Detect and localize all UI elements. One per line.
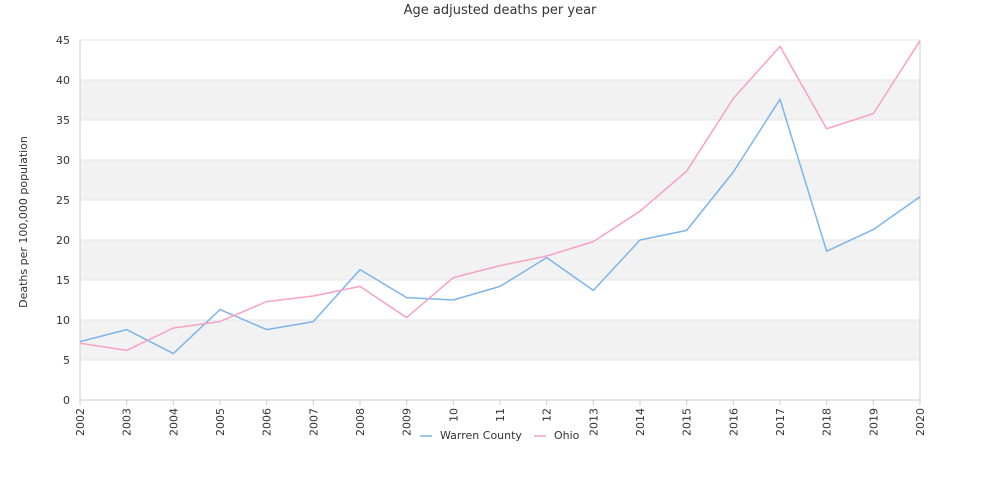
x-tick-label: 2015 [681, 408, 694, 436]
grid-band [80, 320, 920, 360]
y-tick-label: 30 [56, 154, 70, 167]
y-tick-label: 35 [56, 114, 70, 127]
y-tick-label: 5 [63, 354, 70, 367]
legend: Warren County Ohio [420, 429, 580, 442]
x-tick-label: 2003 [121, 408, 134, 436]
series-line-ohio [79, 40, 921, 352]
grid-band [80, 80, 920, 120]
x-tick-label: 2006 [261, 408, 274, 436]
x-tick-label: 2014 [634, 408, 647, 436]
y-tick-labels: 0 5 10 15 20 25 30 35 40 45 [56, 34, 70, 407]
x-tick-label: 2017 [774, 408, 787, 436]
y-tick-label: 25 [56, 194, 70, 207]
x-tick-label: 2018 [821, 408, 834, 436]
grid-band [80, 240, 920, 280]
grid-bands [80, 80, 920, 360]
y-tick-label: 40 [56, 74, 70, 87]
chart-title: Age adjusted deaths per year [403, 3, 597, 18]
x-tick-label: 12 [541, 408, 554, 422]
x-tick-label: 2004 [167, 408, 180, 436]
y-tick-label: 45 [56, 34, 70, 47]
x-tick-label: 2016 [727, 408, 740, 436]
series-lines [79, 40, 921, 355]
x-tick-label: 2013 [587, 408, 600, 436]
x-tick-label: 2002 [74, 408, 87, 436]
x-tick-label: 10 [447, 408, 460, 422]
x-tick-label: 2008 [354, 408, 367, 436]
y-tick-label: 10 [56, 314, 70, 327]
x-tick-labels: 2002 2003 2004 2005 2006 2007 2008 2009 10 11 12 20… [74, 408, 927, 436]
x-tick-label: 2005 [214, 408, 227, 436]
y-tick-label: 15 [56, 274, 70, 287]
grid-band [80, 160, 920, 200]
y-tick-label: 0 [63, 394, 70, 407]
x-tick-label: 2020 [914, 408, 927, 436]
x-tick-label: 2019 [867, 408, 880, 436]
gridlines [80, 39, 920, 401]
x-tick-label: 2007 [307, 408, 320, 436]
x-tick-label: 11 [494, 408, 507, 422]
legend-label: Warren County [440, 429, 522, 442]
y-axis-label: Deaths per 100,000 population [17, 136, 30, 308]
x-tick-label: 2009 [401, 408, 414, 436]
axes [79, 40, 921, 405]
series-line-warren-county [79, 98, 921, 355]
legend-label: Ohio [554, 429, 580, 442]
y-tick-label: 20 [56, 234, 70, 247]
